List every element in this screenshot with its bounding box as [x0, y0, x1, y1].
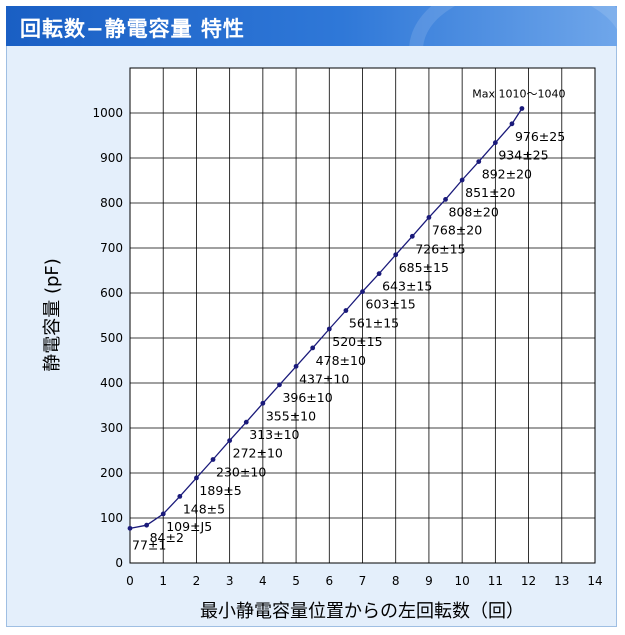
data-point	[360, 289, 365, 295]
data-label: 437±10	[299, 371, 349, 386]
data-label: 643±15	[382, 279, 432, 294]
data-label: 148±5	[183, 501, 225, 516]
data-point	[443, 197, 448, 202]
x-tick-label: 1	[159, 574, 167, 588]
y-axis-title: 静電容量 (pF)	[42, 258, 63, 372]
data-point	[492, 140, 498, 146]
y-tick-label: 500	[100, 331, 123, 345]
data-label: 976±25	[515, 129, 565, 144]
data-point	[426, 215, 432, 220]
data-point	[160, 511, 166, 517]
data-points	[127, 106, 525, 531]
x-tick-label: 5	[292, 574, 300, 588]
data-label: 189±5	[199, 483, 241, 498]
y-tick-label: 700	[100, 241, 123, 255]
x-tick-label: 12	[521, 574, 536, 588]
x-tick-label: 4	[259, 574, 267, 588]
y-tick-label: 0	[115, 556, 123, 570]
data-label: 768±20	[432, 222, 482, 237]
data-point	[144, 522, 150, 528]
data-label: 561±15	[349, 316, 399, 331]
data-point	[227, 438, 233, 443]
data-label: 272±10	[233, 446, 283, 461]
y-tick-label: 200	[100, 466, 123, 480]
data-label: 934±25	[498, 148, 548, 163]
x-tick-label: 13	[554, 574, 569, 588]
x-tick-labels: 0 1 2 3 4 5 6 7 8 9 10 11 12 13 14	[126, 574, 602, 588]
x-tick-label: 0	[126, 574, 134, 588]
x-tick-label: 11	[488, 574, 503, 588]
data-label: 313±10	[249, 427, 299, 442]
data-label: 892±20	[482, 167, 532, 182]
y-tick-label: 900	[100, 151, 123, 165]
data-point	[310, 345, 316, 351]
data-point	[509, 121, 515, 127]
x-tick-label: 9	[425, 574, 433, 588]
y-tick-label: 1000	[92, 106, 123, 120]
data-label: 808±20	[449, 204, 499, 219]
data-point	[260, 400, 266, 406]
data-point	[210, 457, 216, 462]
y-tick-label: 600	[100, 286, 123, 300]
y-tick-label: 100	[100, 511, 123, 525]
data-label: 396±10	[282, 390, 332, 405]
data-point	[177, 494, 183, 499]
data-label: 685±15	[399, 260, 449, 275]
data-point	[476, 159, 482, 165]
data-label: 230±10	[216, 465, 266, 480]
data-label: 109±J5	[166, 519, 212, 534]
grid-lines	[130, 67, 595, 563]
data-point	[127, 525, 133, 531]
data-point	[459, 177, 465, 183]
data-label: 355±10	[266, 408, 316, 423]
y-tick-labels: 0 100 200 300 400 500 600 700 800 900 1000	[92, 106, 123, 570]
x-tick-label: 3	[226, 574, 234, 588]
data-point	[393, 252, 399, 258]
data-point	[343, 308, 349, 313]
data-label: Max 1010～1040	[472, 88, 565, 101]
x-axis-title: 最小静電容量位置からの左回転数（回）	[200, 601, 524, 622]
data-point	[519, 106, 525, 111]
x-tick-label: 10	[455, 574, 470, 588]
data-label: 84±2	[150, 530, 184, 545]
data-point	[409, 233, 415, 239]
x-tick-label: 8	[392, 574, 400, 588]
chart-title: 回転数−静電容量 特性	[20, 17, 245, 41]
data-point	[277, 382, 282, 388]
data-label: 726±15	[415, 241, 465, 256]
data-label: 603±15	[366, 297, 416, 312]
data-label: 851±20	[465, 185, 515, 200]
x-tick-label: 2	[193, 574, 201, 588]
title-bar: 回転数−静電容量 特性	[6, 6, 617, 46]
data-point	[293, 363, 299, 369]
data-point	[194, 475, 199, 481]
data-label: 520±15	[332, 334, 382, 349]
data-label: 77±1	[132, 537, 166, 552]
x-tick-label: 6	[325, 574, 333, 588]
y-tick-label: 800	[100, 196, 123, 210]
data-point	[326, 326, 332, 332]
x-tick-label: 7	[359, 574, 367, 588]
data-label: 478±10	[316, 353, 366, 368]
y-tick-label: 400	[100, 376, 123, 390]
x-tick-label: 14	[587, 574, 602, 588]
data-point	[376, 271, 382, 277]
data-point	[243, 419, 249, 425]
y-tick-label: 300	[100, 421, 123, 435]
